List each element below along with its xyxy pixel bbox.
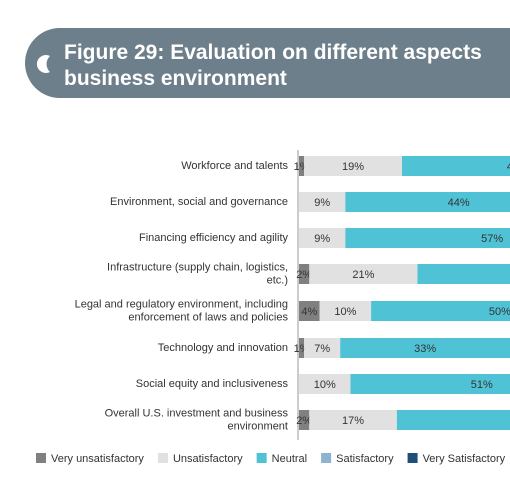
category-label: Technology and innovation [158,342,288,354]
header-icon [36,54,50,73]
value-label: 2% [296,269,312,281]
chart-title: Figure 29: Evaluation on different aspec… [64,41,482,64]
category-label: Workforce and talents [181,160,288,172]
bar-segment [304,156,402,176]
value-label: 50% [489,306,510,318]
legend-label: Very Satisfactory [423,453,506,465]
chart-title: business environment [64,67,287,90]
bar-segment [299,264,310,284]
bar-segment [299,410,310,430]
bar-segment [340,338,510,358]
category-label: Environment, social and governance [110,196,288,208]
value-label: 10% [334,306,356,318]
value-label: 10% [314,379,336,391]
bar-segment [299,301,320,321]
header-banner [25,28,510,98]
category-label-line: Infrastructure (supply chain, logistics, [107,261,288,273]
bar-segment [299,338,305,358]
category-label-line: Legal and regulatory environment, includ… [75,298,288,310]
category-label: Financing efficiency and agility [139,232,288,244]
value-label: 2% [296,415,312,427]
value-label: 33% [414,343,436,355]
legend-label: Very unsatisfactory [51,453,144,465]
value-label: 9% [314,233,330,245]
category-label: Overall U.S. investment and business envi… [105,407,289,432]
value-label: 51% [471,379,493,391]
bar-segment [309,410,397,430]
bar-segment [319,301,372,321]
bar-segment [299,192,346,212]
value-label: 57% [481,233,503,245]
legend-swatch [256,453,267,463]
legend-swatch [407,453,418,463]
bar-segment [345,192,510,212]
category-label-line: Overall U.S. investment and business [105,407,289,419]
value-label: 19% [342,161,364,173]
category-label: Infrastructure (supply chain, logistics,… [107,261,288,286]
legend-swatch [321,453,332,463]
bar-segment [309,264,418,284]
value-label: 45% [507,161,510,173]
value-label: 4% [301,306,317,318]
value-label: 21% [352,269,374,281]
value-label: 7% [314,343,330,355]
value-label: 9% [314,197,330,209]
legend-label: Unsatisfactory [173,453,243,465]
bar-segment [396,410,510,430]
bar-segment [304,338,341,358]
category-label: Social equity and inclusiveness [136,378,289,390]
value-label: 17% [342,415,364,427]
legend-label: Neutral [272,453,307,465]
bar-segment [371,301,510,321]
bar-segment [299,374,351,394]
category-label: Legal and regulatory environment, includ… [75,298,289,323]
bar-segment [402,156,510,176]
legend-swatch [157,453,168,463]
category-label-line: enforcement of laws and policies [128,311,288,323]
bar-segment [345,228,510,248]
bar-segment [417,264,510,284]
legend-swatch [36,453,46,463]
legend-label: Satisfactory [336,453,394,465]
bar-segment [299,228,346,248]
category-label-line: environment [227,420,288,432]
bar-segment [299,156,305,176]
value-label: 44% [448,197,470,209]
bar-segment [350,374,510,394]
category-label-line: etc.) [267,274,288,286]
